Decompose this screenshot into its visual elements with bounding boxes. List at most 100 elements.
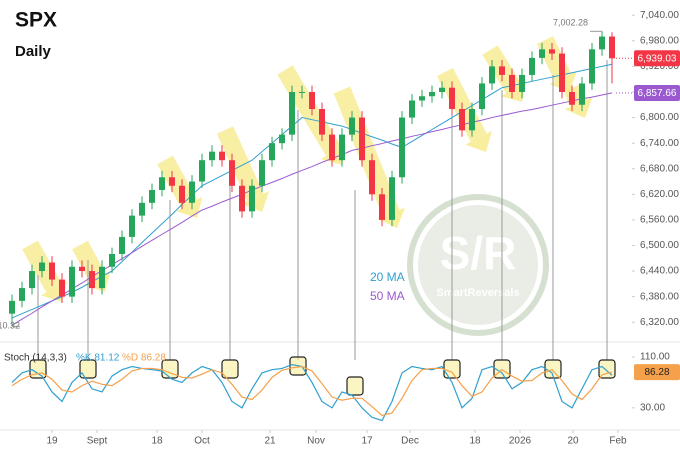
highlight-box bbox=[443, 359, 461, 379]
candle-body bbox=[529, 57, 535, 75]
highlight-arrowhead bbox=[465, 130, 493, 152]
candle-body bbox=[139, 202, 145, 216]
x-tick-label: 17 bbox=[361, 436, 373, 447]
y-tick-label: 6,560.00 bbox=[640, 215, 679, 226]
candle-body bbox=[209, 151, 215, 161]
price-label: 86.28 bbox=[644, 367, 669, 378]
y-tick-label: 6,620.00 bbox=[640, 189, 679, 200]
candle-body bbox=[219, 151, 225, 161]
decorations: S/R SmartReversals bbox=[0, 36, 680, 431]
highlight-arrowhead bbox=[564, 97, 593, 118]
x-tick-label: 19 bbox=[46, 436, 58, 447]
candle-body bbox=[399, 117, 405, 178]
legend-label: 50 MA bbox=[370, 289, 405, 303]
price-label: 6,939.03 bbox=[638, 53, 677, 64]
candle-body bbox=[359, 117, 365, 161]
y-tick-label: 6,440.00 bbox=[640, 266, 679, 277]
candle-body bbox=[19, 288, 25, 301]
candle-body bbox=[349, 117, 355, 135]
candle-body bbox=[539, 49, 545, 58]
highlight-arrowhead bbox=[176, 196, 203, 218]
candle-body bbox=[59, 279, 65, 297]
legend-label: %K 81.12 bbox=[76, 353, 120, 364]
candle-body bbox=[289, 91, 295, 135]
x-tick-label: Nov bbox=[307, 436, 325, 447]
candle-body bbox=[39, 262, 45, 272]
candle-body bbox=[509, 74, 515, 92]
candle-body bbox=[229, 160, 235, 186]
candle-body bbox=[429, 91, 435, 97]
candle-body bbox=[319, 109, 325, 135]
highlight-box bbox=[346, 376, 364, 396]
y-tick-label: 6,740.00 bbox=[640, 138, 679, 149]
y-tick-label: 6,920.00 bbox=[640, 61, 679, 72]
watermark-text: SmartReversals bbox=[436, 287, 519, 299]
price-label-box bbox=[634, 364, 680, 381]
candle-body bbox=[149, 190, 155, 203]
candle-body bbox=[9, 300, 15, 314]
watermark-text: S/R bbox=[440, 227, 517, 279]
stoch-line bbox=[11, 363, 613, 422]
candle-body bbox=[299, 91, 305, 93]
candle-body bbox=[159, 177, 165, 191]
candle-body bbox=[589, 49, 595, 84]
legend-label: 20 MA bbox=[370, 270, 405, 284]
candle-body bbox=[389, 177, 395, 220]
indicator-title: Stoch (14,3,3) bbox=[4, 353, 67, 364]
stoch-line bbox=[11, 365, 613, 417]
candle-body bbox=[69, 266, 75, 297]
x-tick-label: Dec bbox=[401, 436, 419, 447]
price-label-box bbox=[634, 84, 680, 101]
candle-body bbox=[199, 160, 205, 182]
candle-body bbox=[489, 66, 495, 84]
chart-title: SPX bbox=[15, 9, 57, 32]
candle-body bbox=[369, 160, 375, 195]
candle-body bbox=[479, 83, 485, 110]
candle-body bbox=[309, 91, 315, 110]
chart-subtitle: Daily bbox=[15, 43, 52, 60]
y-tick-label: 6,500.00 bbox=[640, 240, 679, 251]
highlight-box bbox=[598, 359, 616, 379]
candle-body bbox=[469, 109, 475, 131]
annotation-label: 6,310.32 bbox=[0, 321, 20, 331]
candle-body bbox=[409, 100, 415, 118]
candle-body bbox=[239, 185, 245, 212]
highlight-box bbox=[79, 359, 97, 379]
highlight-arrow bbox=[563, 84, 587, 107]
x-tick-label: 21 bbox=[264, 436, 276, 447]
candle-body bbox=[279, 134, 285, 144]
candle-body bbox=[599, 36, 605, 50]
watermark-circle bbox=[407, 194, 549, 336]
x-tick-label: 2026 bbox=[509, 436, 532, 447]
candle-body bbox=[519, 74, 525, 92]
candle-body bbox=[259, 160, 265, 186]
candle-body bbox=[549, 49, 555, 54]
candle-body bbox=[119, 236, 125, 254]
annotation-label: 7,002.28 bbox=[553, 18, 588, 28]
candle-body bbox=[169, 177, 175, 186]
y-tick-label: 7,040.00 bbox=[640, 10, 679, 21]
candle-body bbox=[179, 185, 185, 203]
y-tick-label: 6,380.00 bbox=[640, 291, 679, 302]
candle-body bbox=[569, 91, 575, 105]
candle-body bbox=[129, 215, 135, 237]
candle-body bbox=[609, 36, 615, 59]
watermark-disc bbox=[418, 205, 538, 325]
candle-body bbox=[339, 134, 345, 161]
candle-body bbox=[249, 185, 255, 212]
candle-body bbox=[189, 181, 195, 203]
y-tick-label: 6,800.00 bbox=[640, 112, 679, 123]
candle-body bbox=[439, 87, 445, 92]
candle-body bbox=[499, 66, 505, 75]
highlight-box bbox=[221, 359, 239, 379]
candle-body bbox=[379, 194, 385, 220]
candle-body bbox=[29, 271, 35, 289]
candle-body bbox=[109, 253, 115, 267]
y-tick-label: 30.00 bbox=[640, 402, 665, 413]
candle-body bbox=[329, 134, 335, 161]
highlight-arrowhead bbox=[241, 191, 270, 212]
y-tick-label: 6,680.00 bbox=[640, 163, 679, 174]
candle-body bbox=[579, 83, 585, 105]
candle-body bbox=[559, 53, 565, 92]
